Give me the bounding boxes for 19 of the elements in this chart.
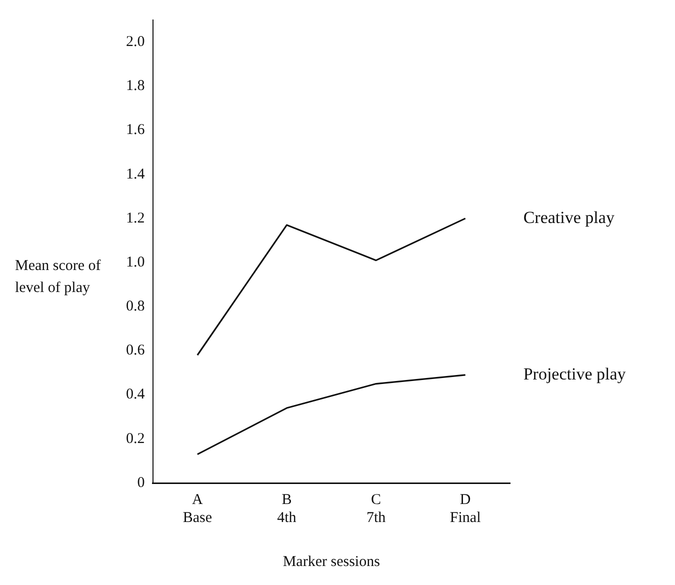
x-axis-title: Marker sessions — [282, 554, 380, 570]
y-tick-label: 1.0 — [126, 254, 145, 270]
y-tick-label: 0.4 — [126, 386, 146, 403]
x-tick-label: B 4th — [277, 492, 297, 526]
y-axis-title: Mean score of level of play — [15, 257, 102, 298]
y-tick-label: 0.2 — [126, 430, 145, 447]
y-tick-label: 1.6 — [126, 122, 146, 138]
text: Creative play — [523, 208, 615, 227]
y-tick-label: 0.6 — [126, 342, 146, 359]
y-tick-label: 0 — [137, 474, 145, 491]
y-tick-label: 0.8 — [126, 298, 145, 315]
x-tick-label: A Base — [182, 492, 212, 526]
x-tick-label: D Final — [450, 492, 481, 526]
y-tick-label: 1.8 — [126, 78, 145, 94]
y-tick-label: 1.2 — [126, 210, 145, 226]
y-tick-label: 1.4 — [126, 166, 146, 182]
text: Projective play — [523, 364, 626, 384]
y-tick-label: 2.0 — [126, 34, 145, 50]
x-tick-label: C 7th — [366, 492, 386, 526]
